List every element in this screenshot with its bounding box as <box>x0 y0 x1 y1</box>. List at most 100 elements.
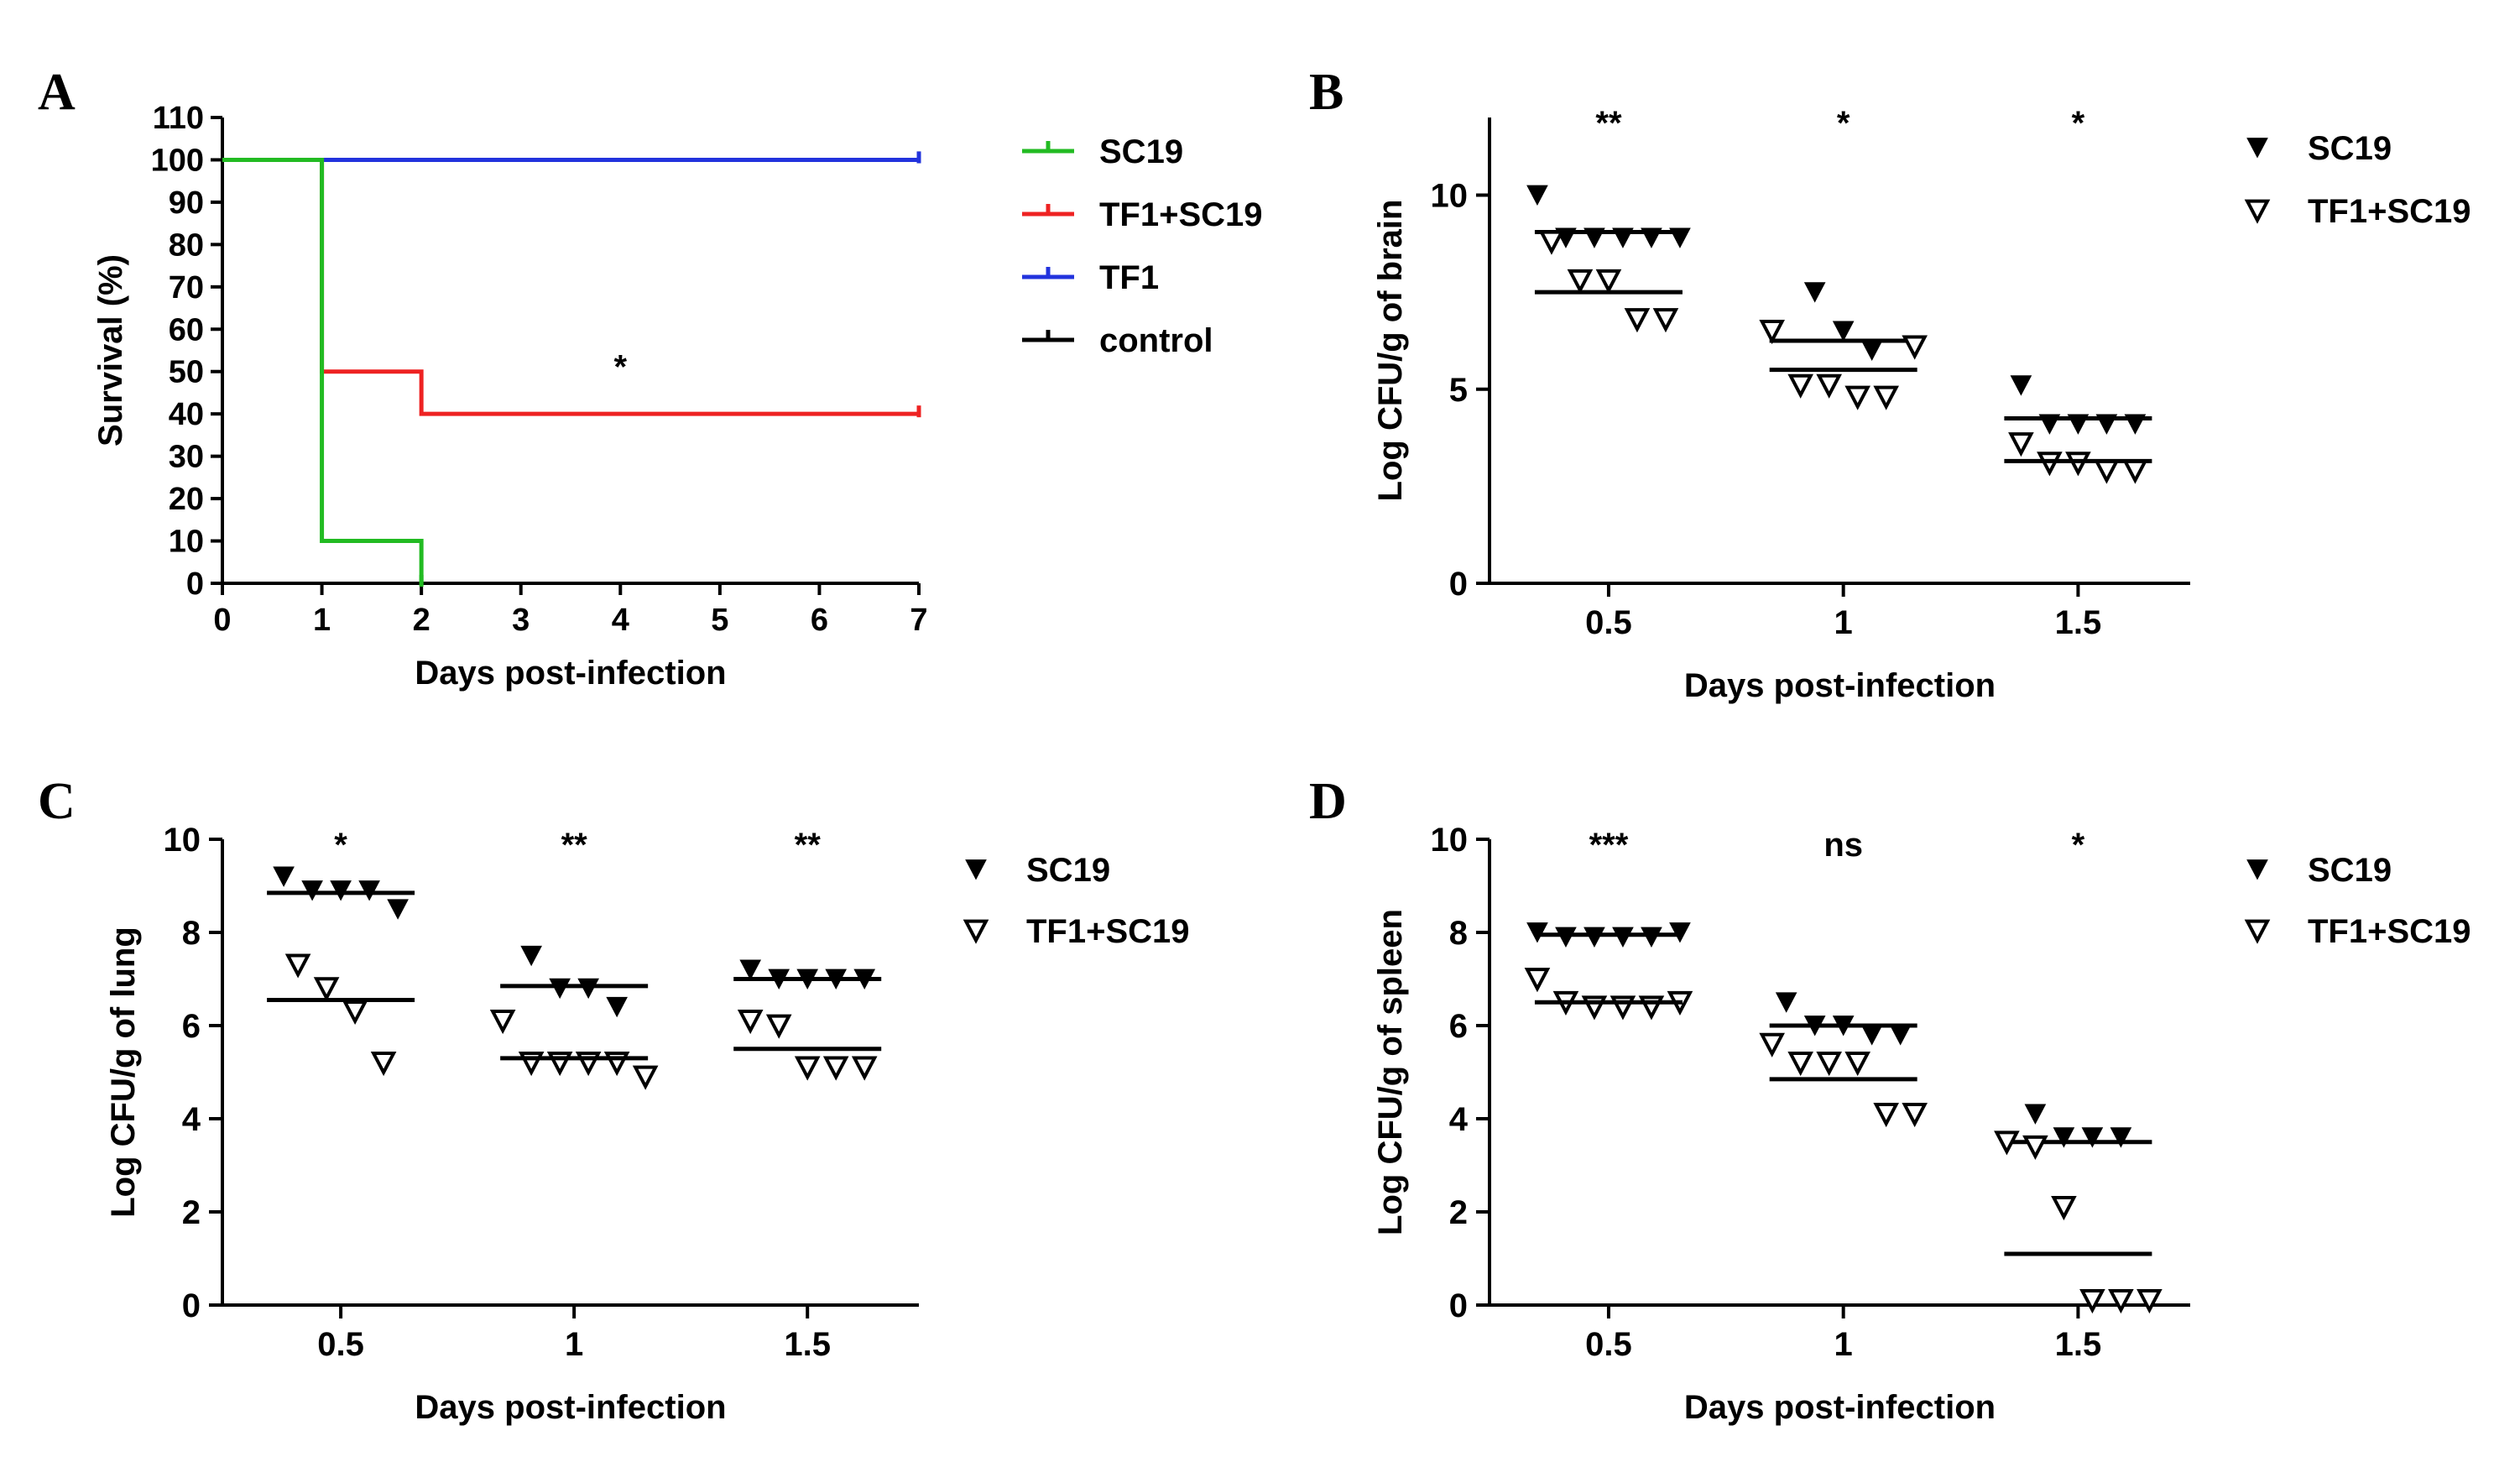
tf1-sc19-point <box>1759 1032 1785 1057</box>
x-tick-label: 5 <box>711 603 728 638</box>
tf1-sc19-point <box>765 1014 792 1039</box>
y-tick-label: 8 <box>182 915 201 952</box>
sc19-point <box>606 996 628 1018</box>
x-tick-label: 1 <box>1834 1326 1853 1363</box>
survival-line-tf1-sc19 <box>222 157 919 416</box>
sc19-point <box>2081 1127 2104 1148</box>
tf1-sc19-point <box>2108 1289 2134 1314</box>
sc19-point <box>1889 1025 1912 1046</box>
x-tick-label: 1 <box>1834 604 1853 641</box>
x-axis-label: Days post-infection <box>1684 1389 1996 1426</box>
panel-b: B 0 5 10 0.5 ** 1 * 1.5 * Days post-infection Log C… <box>1309 64 2471 704</box>
tf1-sc19-point <box>1567 269 1594 294</box>
x-tick-label: 0.5 <box>1585 1326 1632 1363</box>
significance-label: * <box>334 827 347 864</box>
significance-label: ** <box>795 827 822 864</box>
y-tick-label: 10 <box>169 525 204 560</box>
y-tick-label: 110 <box>153 101 204 136</box>
y-tick-label: 90 <box>169 185 204 221</box>
sc19-point <box>358 880 380 901</box>
tf1-sc19-point <box>1624 308 1651 333</box>
tf1-sc19-point <box>1538 230 1565 255</box>
tf1-sc19-point <box>2022 1135 2048 1160</box>
tf1-sc19-point <box>1595 269 1622 294</box>
sc19-point <box>1526 922 1548 943</box>
sc19-point <box>1526 185 1548 206</box>
legend-label: TF1+SC19 <box>1026 913 1190 950</box>
sc19-point <box>273 866 295 887</box>
y-tick-label: 5 <box>1449 372 1468 409</box>
x-tick-label: 7 <box>910 603 927 638</box>
y-tick-label: 0 <box>186 567 204 602</box>
panel-letter-c: C <box>38 773 76 830</box>
panel-letter-b: B <box>1309 64 1343 121</box>
sc19-point <box>330 880 352 901</box>
y-tick-label: 6 <box>182 1008 201 1045</box>
survival-line-sc19 <box>222 157 424 583</box>
sc19-point <box>1669 922 1691 943</box>
sc19-point <box>1641 927 1662 948</box>
y-tick-label: 70 <box>169 270 204 305</box>
tf1-sc19-point <box>1873 1103 1899 1128</box>
y-tick-label: 50 <box>169 355 204 390</box>
sc19-point <box>2024 1104 2047 1125</box>
y-tick-label: 60 <box>169 312 204 347</box>
sc19-point <box>2010 375 2032 396</box>
panel-d: D 0 2 4 6 8 10 0.5 *** 1 ns 1.5 * Days post-infection… <box>1309 773 2471 1426</box>
legend-label: TF1+SC19 <box>2308 193 2471 230</box>
legend-label: SC19 <box>2308 852 2392 889</box>
y-tick-label: 10 <box>164 822 201 859</box>
x-axis-label: Days post-infection <box>415 1389 726 1426</box>
sc19-point <box>301 880 323 901</box>
tf1-sc19-point <box>1787 373 1813 399</box>
sc19-point <box>1803 282 1826 303</box>
legend-label: TF1 <box>1099 259 1159 296</box>
tf1-sc19-point <box>794 1056 821 1081</box>
x-tick-label: 1.5 <box>2055 604 2102 641</box>
tf1-sc19-point <box>737 1010 764 1035</box>
x-tick-label: 1.5 <box>2055 1326 2102 1363</box>
tf1-sc19-point <box>2137 1289 2163 1314</box>
sc19-point <box>577 978 599 1000</box>
tf1-sc19-point <box>2079 1289 2105 1314</box>
y-axis-label: Survival (%) <box>92 254 129 446</box>
tf1-sc19-point <box>851 1056 878 1081</box>
x-tick-label: 2 <box>413 603 430 638</box>
legend-label: SC19 <box>1026 852 1110 889</box>
x-tick-label: 1 <box>313 603 331 638</box>
sc19-point <box>739 959 762 980</box>
y-tick-label: 100 <box>151 143 204 178</box>
tf1-sc19-point <box>2008 432 2034 457</box>
sc19-point <box>520 945 542 967</box>
x-tick-label: 1.5 <box>784 1326 831 1363</box>
y-tick-label: 0 <box>1449 566 1468 603</box>
legend-label: TF1+SC19 <box>1099 196 1263 233</box>
significance-label: * <box>613 349 627 386</box>
y-tick-label: 40 <box>169 397 204 432</box>
significance-label: ns <box>1823 827 1863 864</box>
legend-marker <box>2246 138 2268 159</box>
tf1-sc19-point <box>313 977 340 1002</box>
x-tick-label: 0.5 <box>317 1326 364 1363</box>
y-tick-label: 10 <box>1431 178 1469 215</box>
x-tick-label: 1 <box>565 1326 583 1363</box>
legend-label: SC19 <box>1099 133 1183 170</box>
sc19-point <box>2110 1127 2132 1148</box>
tf1-sc19-point <box>370 1052 397 1077</box>
x-tick-label: 4 <box>612 603 629 638</box>
panel-a: A 0 10 20 30 40 50 60 70 80 90 100 110 0 1 2 3 4 5 6 7 Days p… <box>38 64 1263 692</box>
significance-label: * <box>2072 827 2085 864</box>
tf1-sc19-point <box>1844 1052 1870 1077</box>
legend-label: SC19 <box>2308 130 2392 167</box>
tf1-sc19-point <box>1994 1130 2020 1156</box>
sc19-point <box>1583 927 1605 948</box>
sc19-point <box>387 899 409 920</box>
legend-marker <box>2246 859 2268 880</box>
y-tick-label: 4 <box>182 1101 201 1138</box>
sc19-point <box>1555 927 1577 948</box>
tf1-sc19-point <box>1652 308 1679 333</box>
y-tick-label: 0 <box>182 1287 201 1324</box>
x-tick-label: 6 <box>811 603 828 638</box>
panel-letter-d: D <box>1309 773 1347 830</box>
tf1-sc19-point <box>1902 1103 1928 1128</box>
